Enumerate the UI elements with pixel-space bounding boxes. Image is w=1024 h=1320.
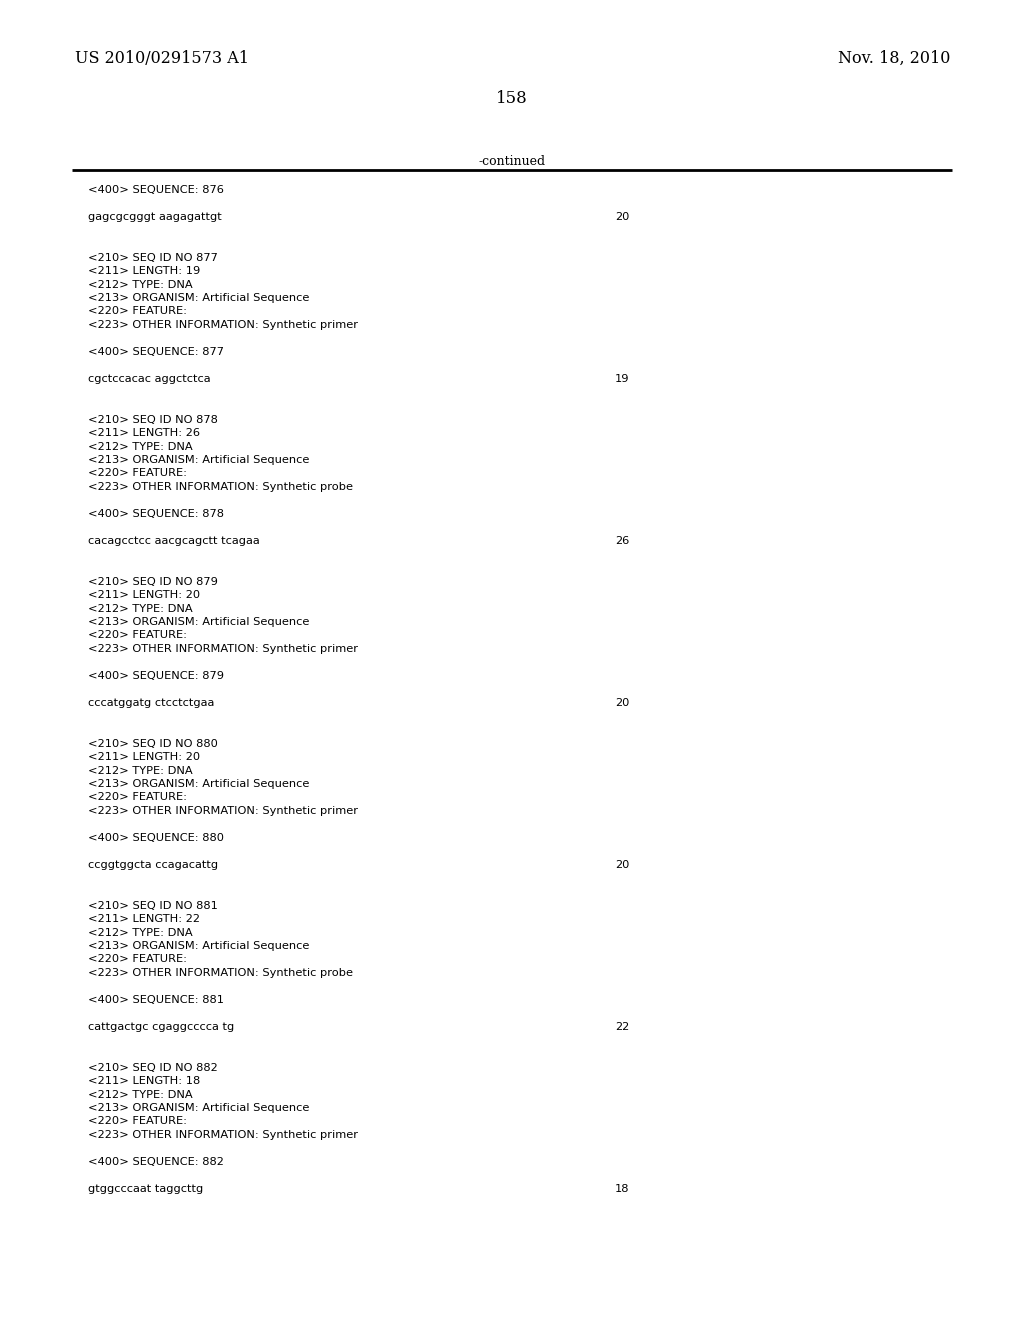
Text: US 2010/0291573 A1: US 2010/0291573 A1	[75, 50, 249, 67]
Text: <400> SEQUENCE: 882: <400> SEQUENCE: 882	[88, 1158, 224, 1167]
Text: 158: 158	[496, 90, 528, 107]
Text: cccatggatg ctcctctgaa: cccatggatg ctcctctgaa	[88, 698, 214, 708]
Text: <223> OTHER INFORMATION: Synthetic probe: <223> OTHER INFORMATION: Synthetic probe	[88, 968, 353, 978]
Text: <211> LENGTH: 20: <211> LENGTH: 20	[88, 590, 200, 601]
Text: <220> FEATURE:: <220> FEATURE:	[88, 1117, 187, 1126]
Text: <210> SEQ ID NO 880: <210> SEQ ID NO 880	[88, 738, 218, 748]
Text: <400> SEQUENCE: 880: <400> SEQUENCE: 880	[88, 833, 224, 843]
Text: <220> FEATURE:: <220> FEATURE:	[88, 306, 187, 317]
Text: <400> SEQUENCE: 881: <400> SEQUENCE: 881	[88, 995, 224, 1005]
Text: cattgactgc cgaggcccca tg: cattgactgc cgaggcccca tg	[88, 1022, 234, 1032]
Text: <223> OTHER INFORMATION: Synthetic primer: <223> OTHER INFORMATION: Synthetic prime…	[88, 319, 358, 330]
Text: 22: 22	[615, 1022, 630, 1032]
Text: <400> SEQUENCE: 879: <400> SEQUENCE: 879	[88, 671, 224, 681]
Text: <210> SEQ ID NO 881: <210> SEQ ID NO 881	[88, 900, 218, 911]
Text: -continued: -continued	[478, 154, 546, 168]
Text: <213> ORGANISM: Artificial Sequence: <213> ORGANISM: Artificial Sequence	[88, 293, 309, 304]
Text: cgctccacac aggctctca: cgctccacac aggctctca	[88, 374, 211, 384]
Text: cacagcctcc aacgcagctt tcagaa: cacagcctcc aacgcagctt tcagaa	[88, 536, 260, 546]
Text: <213> ORGANISM: Artificial Sequence: <213> ORGANISM: Artificial Sequence	[88, 616, 309, 627]
Text: <220> FEATURE:: <220> FEATURE:	[88, 469, 187, 479]
Text: <212> TYPE: DNA: <212> TYPE: DNA	[88, 766, 193, 776]
Text: gagcgcgggt aagagattgt: gagcgcgggt aagagattgt	[88, 213, 222, 222]
Text: 19: 19	[615, 374, 630, 384]
Text: <213> ORGANISM: Artificial Sequence: <213> ORGANISM: Artificial Sequence	[88, 1104, 309, 1113]
Text: <210> SEQ ID NO 877: <210> SEQ ID NO 877	[88, 252, 218, 263]
Text: 20: 20	[615, 861, 630, 870]
Text: <210> SEQ ID NO 878: <210> SEQ ID NO 878	[88, 414, 218, 425]
Text: <223> OTHER INFORMATION: Synthetic primer: <223> OTHER INFORMATION: Synthetic prime…	[88, 1130, 358, 1140]
Text: <210> SEQ ID NO 879: <210> SEQ ID NO 879	[88, 577, 218, 586]
Text: <211> LENGTH: 22: <211> LENGTH: 22	[88, 913, 200, 924]
Text: <212> TYPE: DNA: <212> TYPE: DNA	[88, 441, 193, 451]
Text: <220> FEATURE:: <220> FEATURE:	[88, 631, 187, 640]
Text: <220> FEATURE:: <220> FEATURE:	[88, 954, 187, 965]
Text: <210> SEQ ID NO 882: <210> SEQ ID NO 882	[88, 1063, 218, 1072]
Text: <400> SEQUENCE: 878: <400> SEQUENCE: 878	[88, 510, 224, 519]
Text: <223> OTHER INFORMATION: Synthetic primer: <223> OTHER INFORMATION: Synthetic prime…	[88, 807, 358, 816]
Text: <212> TYPE: DNA: <212> TYPE: DNA	[88, 928, 193, 937]
Text: 20: 20	[615, 213, 630, 222]
Text: <212> TYPE: DNA: <212> TYPE: DNA	[88, 1089, 193, 1100]
Text: <220> FEATURE:: <220> FEATURE:	[88, 792, 187, 803]
Text: ccggtggcta ccagacattg: ccggtggcta ccagacattg	[88, 861, 218, 870]
Text: 18: 18	[615, 1184, 630, 1195]
Text: <212> TYPE: DNA: <212> TYPE: DNA	[88, 603, 193, 614]
Text: <211> LENGTH: 19: <211> LENGTH: 19	[88, 267, 201, 276]
Text: <223> OTHER INFORMATION: Synthetic primer: <223> OTHER INFORMATION: Synthetic prime…	[88, 644, 358, 653]
Text: <211> LENGTH: 26: <211> LENGTH: 26	[88, 428, 200, 438]
Text: <400> SEQUENCE: 877: <400> SEQUENCE: 877	[88, 347, 224, 356]
Text: <211> LENGTH: 20: <211> LENGTH: 20	[88, 752, 200, 762]
Text: <213> ORGANISM: Artificial Sequence: <213> ORGANISM: Artificial Sequence	[88, 779, 309, 789]
Text: 20: 20	[615, 698, 630, 708]
Text: <213> ORGANISM: Artificial Sequence: <213> ORGANISM: Artificial Sequence	[88, 455, 309, 465]
Text: <400> SEQUENCE: 876: <400> SEQUENCE: 876	[88, 185, 224, 195]
Text: <211> LENGTH: 18: <211> LENGTH: 18	[88, 1076, 201, 1086]
Text: <212> TYPE: DNA: <212> TYPE: DNA	[88, 280, 193, 289]
Text: <223> OTHER INFORMATION: Synthetic probe: <223> OTHER INFORMATION: Synthetic probe	[88, 482, 353, 492]
Text: Nov. 18, 2010: Nov. 18, 2010	[838, 50, 950, 67]
Text: <213> ORGANISM: Artificial Sequence: <213> ORGANISM: Artificial Sequence	[88, 941, 309, 950]
Text: 26: 26	[615, 536, 630, 546]
Text: gtggcccaat taggcttg: gtggcccaat taggcttg	[88, 1184, 203, 1195]
